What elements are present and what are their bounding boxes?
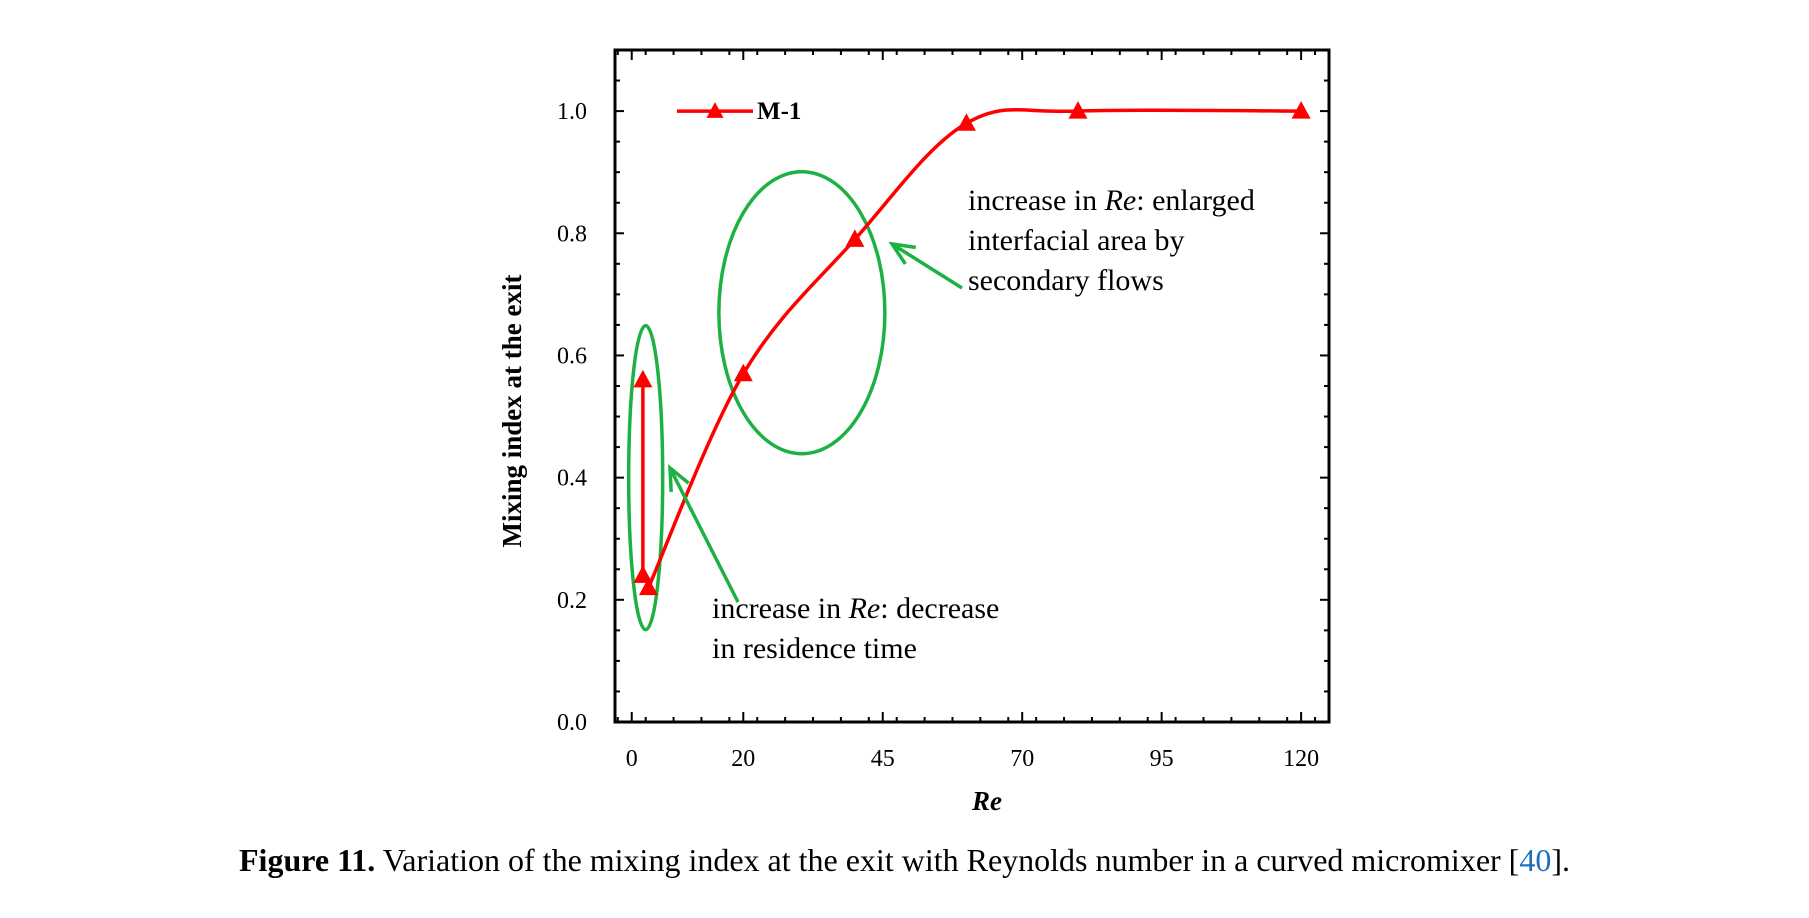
annotation-text-span: in residence time [712,632,917,665]
caption-end: ]. [1551,842,1570,878]
data-point-marker [845,229,865,247]
annotation-arrow-lower [668,467,740,603]
data-point-marker [956,113,976,131]
caption-reference-link[interactable]: 40 [1519,842,1552,878]
caption-text: Variation of the mixing index at the exi… [375,842,1520,878]
annotation-text-span: : enlarged [1136,184,1255,217]
annotation-text-span: : decrease [880,592,999,625]
legend: M-1 [677,98,801,125]
annotation-arrow-lower-head [668,464,690,493]
x-tick-label: 20 [731,746,755,772]
data-point-marker [633,369,653,388]
caption-label: Figure 11. [239,842,376,878]
legend-label: M-1 [757,98,801,125]
x-axis-title: Re [971,786,1002,816]
series-layer [633,101,1311,596]
annotation-text-span: increase in [712,592,849,625]
data-point-marker [733,363,753,382]
data-point-marker [1291,101,1311,119]
annotation-text-line: interfacial area by [968,224,1185,257]
y-tick-label: 0.6 [557,343,587,369]
y-tick-label: 0.8 [557,221,587,247]
figure-caption: Figure 11. Variation of the mixing index… [0,842,1809,879]
x-tick-label: 120 [1283,746,1319,772]
y-tick-label: 1.0 [557,99,587,125]
y-tick-label: 0.0 [557,710,587,736]
series-line-M-1 [646,108,1302,589]
axis-ticks [615,49,1329,723]
annotation-text-line: in residence time [712,632,917,665]
data-point-marker [638,577,658,596]
annotation-text-span: secondary flows [968,264,1164,297]
x-tick-label: 70 [1010,746,1034,772]
annotation-arrow-upper-head [888,241,917,265]
annotation-highlights [626,169,887,632]
highlight-ellipse-low-re [626,323,665,632]
highlight-ellipse-mid-re [717,169,887,456]
annotation-text-line: secondary flows [968,264,1164,297]
y-tick-label: 0.4 [557,466,587,492]
y-axis-title: Mixing index at the exit [497,275,527,548]
data-point-marker [633,565,653,583]
annotation-text-span: interfacial area by [968,224,1185,257]
annotation-text-line: increase in Re: decrease [712,592,999,625]
annotation-text-span: Re [1104,184,1137,217]
x-tick-label: 45 [871,746,895,772]
y-tick-label: 0.2 [557,588,587,614]
data-point-marker [1068,101,1088,119]
axis-labels: 0.0 0.2 0.4 0.6 0.8 1.0 0 20 45 70 95 120 Re Mixing i… [497,99,1319,816]
annotation-text-line: increase in Re: enlarged [968,184,1255,217]
annotation-text-span: increase in [968,184,1105,217]
x-tick-label: 95 [1150,746,1174,772]
annotation-arrow-upper [891,242,963,290]
legend-marker [706,102,724,118]
x-tick-label: 0 [626,746,638,772]
annotation-text-span: Re [848,592,881,625]
